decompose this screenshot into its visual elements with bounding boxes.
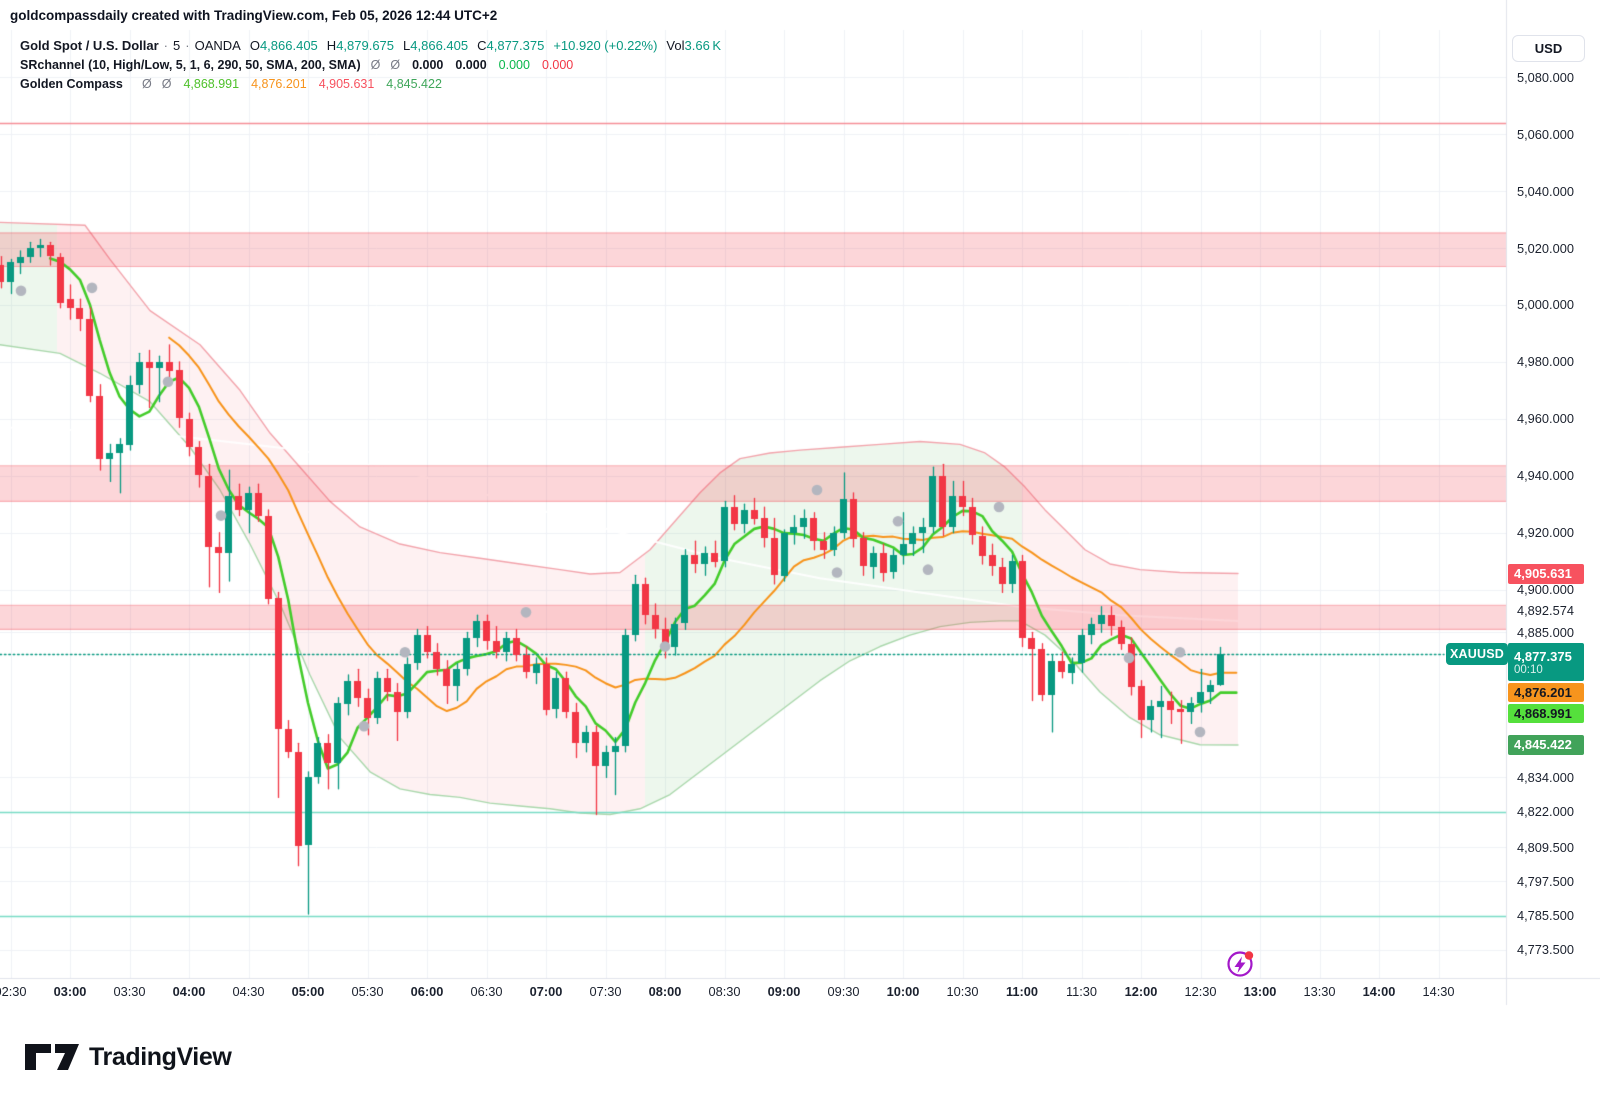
price-axis-label: 4,900.000 (1517, 582, 1574, 598)
price-axis-label: 4,892.574 (1517, 603, 1574, 619)
tradingview-brand-text[interactable]: TradingView (89, 1042, 232, 1071)
time-axis-label: 10:30 (946, 984, 979, 999)
volume-value: 3.66 K (684, 38, 722, 53)
empty-value-icon: Ø (370, 57, 381, 72)
indicator-golden-compass-title[interactable]: Golden Compass (20, 77, 123, 91)
time-axis-label: 04:30 (232, 984, 265, 999)
low-value: 4,866.405 (410, 38, 469, 53)
high-value: 4,879.675 (336, 38, 395, 53)
symbol-interval[interactable]: 5 (173, 38, 181, 53)
time-axis-label: 09:00 (767, 984, 801, 999)
low-label: L (403, 38, 411, 53)
time-axis-label: 06:30 (470, 984, 503, 999)
time-axis-label: 11:30 (1065, 984, 1098, 999)
price-axis-label: 4,834.000 (1517, 769, 1574, 785)
empty-value-icon: Ø (142, 77, 152, 91)
price-axis-label: 4,822.000 (1517, 804, 1574, 820)
time-axis-label: 08:00 (648, 984, 682, 999)
symbol-exchange: OANDA (194, 38, 241, 53)
lower-level-badge: 4,845.422 (1508, 734, 1584, 755)
price-axis-label: 4,809.500 (1517, 839, 1574, 855)
watermark: goldcompassdaily created with TradingVie… (10, 8, 498, 23)
price-axis-label: 4,785.500 (1517, 908, 1574, 924)
lightning-alert-button[interactable] (1226, 948, 1256, 978)
price-axis-label: 4,773.500 (1517, 942, 1574, 958)
lightning-icon (1227, 951, 1254, 977)
ma-slow-badge: 4,876.201 (1508, 683, 1584, 702)
time-axis-label: 11:00 (1005, 984, 1039, 999)
time-axis-label: 12:30 (1184, 984, 1217, 999)
time-axis-label: 13:30 (1303, 984, 1336, 999)
time-axis-label: 07:00 (529, 984, 563, 999)
time-axis-label: 10:00 (886, 984, 920, 999)
change-value: +10.920 (+0.22%) (553, 38, 658, 53)
legend: Gold Spot / U.S. Dollar · 5 · OANDA O 4,… (20, 36, 721, 95)
time-axis-label: 14:30 (1422, 984, 1455, 999)
tradingview-logo[interactable] (24, 1040, 80, 1074)
close-value: 4,877.375 (486, 38, 545, 53)
open-value: 4,866.405 (259, 38, 318, 53)
footer: TradingView (24, 1040, 232, 1074)
time-axis-label: 04:00 (172, 984, 206, 999)
time-axis-label: 03:30 (113, 984, 146, 999)
time-axis-label: 05:30 (351, 984, 384, 999)
time-axis[interactable]: 02:30 03:00 03:30 04:00 04:30 05:00 05:30 06:00… (0, 978, 1506, 1006)
indicator-srchannel-title[interactable]: SRchannel (10, High/Low, 5, 1, 6, 290, 5… (20, 57, 361, 72)
time-axis-label: 02:30 (0, 984, 27, 999)
time-axis-label: 03:00 (53, 984, 87, 999)
price-axis-label: 4,980.000 (1517, 354, 1574, 370)
price-axis[interactable]: 4,905.631 4,877.375 00:10 4,876.201 4,86… (1506, 0, 1600, 978)
symbol-price-flag[interactable]: XAUUSD (1446, 643, 1508, 665)
upper-level-badge: 4,905.631 (1508, 563, 1584, 584)
price-axis-label: 5,040.000 (1517, 183, 1574, 199)
volume-label: Vol (666, 38, 685, 53)
price-axis-label: 5,060.000 (1517, 126, 1574, 142)
price-axis-label: 5,000.000 (1517, 297, 1574, 313)
price-axis-label: 5,080.000 (1517, 69, 1574, 85)
empty-value-icon: Ø (161, 77, 172, 91)
empty-value-icon: Ø (390, 57, 401, 72)
price-axis-label: 4,960.000 (1517, 411, 1574, 427)
price-axis-label: 4,885.000 (1517, 624, 1574, 640)
price-axis-label: 4,797.500 (1517, 873, 1574, 889)
price-axis-label: 4,940.000 (1517, 468, 1574, 484)
last-price-badge: 4,877.375 00:10 (1508, 643, 1584, 681)
bar-countdown: 00:10 (1514, 663, 1543, 676)
close-label: C (477, 38, 487, 53)
time-axis-label: 05:00 (291, 984, 325, 999)
time-axis-label: 07:30 (589, 984, 622, 999)
time-axis-label: 14:00 (1362, 984, 1396, 999)
legend-symbol-row: Gold Spot / U.S. Dollar · 5 · OANDA O 4,… (20, 36, 721, 56)
high-label: H (326, 38, 337, 53)
legend-golden-compass-row: Golden Compass Ø Ø 4,868.991 4,876.201 4… (20, 75, 721, 95)
time-axis-label: 06:00 (410, 984, 444, 999)
price-axis-label: 5,020.000 (1517, 240, 1574, 256)
price-axis-label: 4,920.000 (1517, 525, 1574, 541)
ma-fast-badge: 4,868.991 (1508, 704, 1584, 723)
time-axis-label: 08:30 (708, 984, 741, 999)
time-axis-label: 13:00 (1243, 984, 1277, 999)
time-axis-label: 12:00 (1124, 984, 1158, 999)
currency-usd-button[interactable]: USD (1512, 35, 1585, 62)
symbol-title[interactable]: Gold Spot / U.S. Dollar (20, 38, 159, 53)
open-label: O (249, 38, 260, 53)
legend-srchannel-row: SRchannel (10, High/Low, 5, 1, 6, 290, 5… (20, 56, 721, 76)
time-axis-label: 09:30 (827, 984, 860, 999)
